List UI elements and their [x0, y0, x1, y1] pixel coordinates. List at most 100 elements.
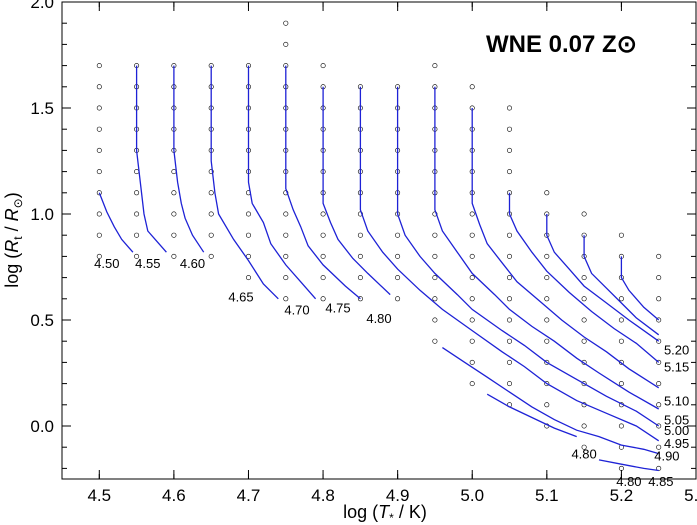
grid-point [134, 169, 140, 175]
contour-label: 4.95 [664, 436, 689, 451]
grid-point [544, 381, 550, 387]
grid-point [432, 253, 438, 259]
x-tick-label: 5.1 [535, 486, 559, 505]
grid-point [432, 317, 438, 323]
grid-point [469, 232, 475, 238]
x-tick-label: 4.7 [237, 486, 261, 505]
grid-point [208, 253, 214, 259]
grid-point [283, 20, 289, 26]
grid-point [581, 444, 587, 450]
contour-lines-layer [98, 65, 660, 472]
grid-point [320, 275, 326, 281]
contour-line [210, 65, 279, 300]
y-tick-label: 2.0 [30, 0, 54, 12]
grid-point [506, 232, 512, 238]
contour-line [583, 235, 660, 336]
grid-point [544, 253, 550, 259]
grid-point [171, 232, 177, 238]
y-tick-label: 1.5 [30, 99, 54, 118]
plot-frame [61, 1, 697, 480]
grid-point [320, 253, 326, 259]
grid-point [432, 275, 438, 281]
contour-label: 4.60 [180, 256, 205, 271]
x-tick-label: 4.8 [311, 486, 335, 505]
grid-point [171, 253, 177, 259]
grid-point [96, 169, 102, 175]
grid-point [506, 105, 512, 111]
x-tick-label: 4.5 [87, 486, 111, 505]
grid-point [171, 211, 177, 217]
grid-point [246, 275, 252, 281]
contour-label: 5.15 [664, 360, 689, 375]
grid-point [469, 296, 475, 302]
grid-point [432, 211, 438, 217]
grid-point [432, 232, 438, 238]
grid-point [618, 317, 624, 323]
grid-point [320, 63, 326, 69]
y-tick-label: 1.0 [30, 205, 54, 224]
grid-point [432, 63, 438, 69]
grid-point [395, 275, 401, 281]
grid-point [656, 444, 662, 450]
grid-point [171, 169, 177, 175]
x-tick-label: 4.6 [162, 486, 186, 505]
grid-point [506, 381, 512, 387]
grid-point [320, 211, 326, 217]
grid-point [618, 338, 624, 344]
contour-line [620, 256, 660, 321]
grid-point [208, 169, 214, 175]
contour-line [247, 65, 317, 300]
grid-point [581, 381, 587, 387]
grid-point [506, 338, 512, 344]
grid-point [283, 190, 289, 196]
grid-point [208, 190, 214, 196]
contour-line [486, 393, 577, 438]
grid-point [656, 296, 662, 302]
grid-point [544, 190, 550, 196]
x-axis-title: log (T* / K) [343, 502, 427, 525]
grid-point [283, 211, 289, 217]
grid-point [96, 147, 102, 153]
grid-point [283, 41, 289, 47]
grid-point [469, 338, 475, 344]
contour-line [285, 65, 361, 300]
grid-point [544, 275, 550, 281]
grid-point [171, 190, 177, 196]
grid-point [134, 211, 140, 217]
grid-point [283, 232, 289, 238]
contour-line [396, 86, 660, 427]
grid-point [656, 402, 662, 408]
grid-point [544, 338, 550, 344]
contour-label: 4.55 [135, 256, 160, 271]
grid-point [246, 211, 252, 217]
contour-line [546, 214, 660, 342]
grid-point [357, 232, 363, 238]
grid-point [618, 423, 624, 429]
contour-label: 4.80 [571, 447, 596, 462]
chart-title: WNE 0.07 Z⊙ [486, 31, 637, 58]
grid-point [581, 296, 587, 302]
grid-point [506, 359, 512, 365]
grid-point [656, 275, 662, 281]
contour-label: 5.00 [664, 423, 689, 438]
grid-point [395, 296, 401, 302]
contour-line [442, 347, 659, 455]
x-tick-label: 5.0 [460, 486, 484, 505]
contour-line [135, 65, 167, 253]
contour-label: 5.05 [664, 413, 689, 428]
grid-point [96, 126, 102, 132]
grid-point [618, 465, 624, 471]
x-tick-label: 5.3 [684, 486, 697, 505]
y-tick-label: 0.0 [30, 417, 54, 436]
grid-point [469, 84, 475, 90]
contour-line [508, 192, 660, 363]
grid-point [395, 253, 401, 259]
grid-point [581, 275, 587, 281]
grid-point [506, 169, 512, 175]
grid-point [581, 317, 587, 323]
grid-point [544, 317, 550, 323]
grid-point [544, 402, 550, 408]
contour-label: 4.65 [228, 290, 253, 305]
contour-label: 4.80 [616, 474, 641, 489]
